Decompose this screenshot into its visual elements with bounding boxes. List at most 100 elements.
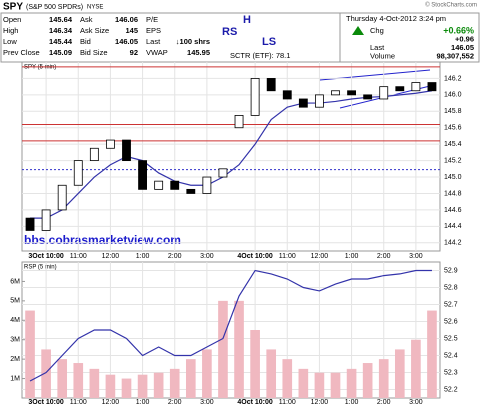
volume-tick-label: 2M xyxy=(10,356,20,363)
y-tick-label: 146.0 xyxy=(444,92,462,99)
summary-label: Chg xyxy=(370,26,384,35)
x-tick-label: 3:00 xyxy=(409,253,423,260)
candle xyxy=(427,82,437,92)
volume-bar xyxy=(314,372,325,398)
sctr: SCTR (ETF): 78.1 xyxy=(230,51,290,60)
x-tick-label: 1:00 xyxy=(136,253,150,260)
x-tick-label: 11:00 xyxy=(279,253,296,260)
x-tick-label: 3Oct 10:00 xyxy=(28,399,64,406)
candle xyxy=(234,115,244,129)
candle xyxy=(57,184,67,211)
y-tick-label: 52.8 xyxy=(444,284,458,291)
volume-bar xyxy=(394,349,405,398)
up-arrow xyxy=(352,26,364,35)
volume-bar xyxy=(121,378,132,398)
rsp-panel xyxy=(21,261,441,399)
y-tick-label: 145.4 xyxy=(444,141,462,148)
quote-value: 146.06 xyxy=(115,15,138,24)
volume-bar xyxy=(57,359,68,398)
quote-label: High xyxy=(3,26,18,35)
annotation: H xyxy=(243,14,251,26)
quote-value: 146.34 xyxy=(49,26,73,35)
y-tick-label: 145.0 xyxy=(444,174,462,181)
y-tick-label: 52.6 xyxy=(444,318,458,325)
volume-bar xyxy=(41,349,51,398)
quote-label: Bid Size xyxy=(80,48,108,57)
y-tick-label: 146.2 xyxy=(444,75,462,82)
summary-value: 146.05 xyxy=(451,43,474,52)
x-tick-label: 11:00 xyxy=(70,399,87,406)
quote-value: 145.64 xyxy=(49,15,73,24)
quote-label: VWAP xyxy=(146,48,168,57)
volume-bar xyxy=(330,372,341,398)
volume-bar xyxy=(378,359,389,398)
y-tick-label: 52.7 xyxy=(444,301,458,308)
volume-bar xyxy=(250,330,260,398)
annotation: LS xyxy=(262,36,276,48)
candle xyxy=(315,94,324,108)
candle xyxy=(106,139,115,149)
volume-bar xyxy=(427,310,437,398)
summary-label: Volume xyxy=(370,51,395,60)
x-tick-label: 3:00 xyxy=(409,399,423,406)
volume-bar xyxy=(266,349,277,398)
quote-value: ↓100 shrs xyxy=(176,37,210,46)
panel-title: RSP (5 min) xyxy=(24,265,57,271)
volume-tick-label: 5M xyxy=(10,298,20,305)
symbol-name: (S&P 500 SPDRs) xyxy=(26,4,83,11)
candle xyxy=(411,82,421,92)
volume-bar xyxy=(282,359,293,398)
exchange: NYSE xyxy=(87,5,103,11)
summary-value: +0.96 xyxy=(455,34,474,43)
x-tick-label: 1:00 xyxy=(345,399,359,406)
quote-value: 145.44 xyxy=(49,37,73,46)
quote-value: 146.05 xyxy=(115,37,138,46)
candle xyxy=(186,188,196,194)
quote-value: 92 xyxy=(130,48,138,57)
volume-bar xyxy=(362,363,373,398)
candle xyxy=(282,90,292,100)
candle xyxy=(395,86,405,92)
candle xyxy=(266,78,276,92)
x-tick-label: 4Oct 10:00 xyxy=(237,399,273,406)
x-tick-label: 3:00 xyxy=(200,253,214,260)
y-tick-label: 145.8 xyxy=(444,108,462,115)
line xyxy=(29,269,432,382)
x-tick-label: 2:00 xyxy=(377,253,391,260)
quote-value: 145.09 xyxy=(49,48,72,57)
candle xyxy=(298,98,308,108)
y-tick-label: 144.8 xyxy=(444,190,462,197)
x-tick-label: 2:00 xyxy=(168,253,182,260)
quote-label: Open xyxy=(3,15,21,24)
x-tick-label: 2:00 xyxy=(168,399,182,406)
volume-bar xyxy=(218,300,228,398)
candle xyxy=(25,217,35,231)
volume-bar xyxy=(298,368,309,398)
candle xyxy=(41,209,51,231)
y-tick-label: 52.2 xyxy=(444,386,458,393)
x-tick-label: 12:00 xyxy=(102,399,120,406)
copyright: © StockCharts.com xyxy=(425,2,477,9)
x-tick-label: 12:00 xyxy=(311,399,329,406)
x-tick-label: 3Oct 10:00 xyxy=(28,253,64,260)
quote-label: EPS xyxy=(146,26,161,35)
volume-bar xyxy=(234,300,244,398)
quote-label: Ask xyxy=(80,15,93,24)
volume-bar xyxy=(25,310,35,398)
x-tick-label: 4Oct 10:00 xyxy=(237,253,273,260)
x-tick-label: 12:00 xyxy=(311,253,329,260)
quote-value: 145.95 xyxy=(187,48,210,57)
x-tick-label: 2:00 xyxy=(377,399,391,406)
y-tick-label: 52.3 xyxy=(444,369,458,376)
quote-label: Ask Size xyxy=(80,26,109,35)
volume-bar xyxy=(105,374,116,398)
y-tick-label: 52.5 xyxy=(444,335,458,342)
x-tick-label: 12:00 xyxy=(102,253,120,260)
candle xyxy=(89,147,99,162)
y-tick-label: 52.9 xyxy=(444,267,458,274)
candle xyxy=(122,139,131,162)
candle xyxy=(202,176,212,194)
summary-value: +0.66% xyxy=(443,25,474,35)
candle xyxy=(218,168,228,178)
